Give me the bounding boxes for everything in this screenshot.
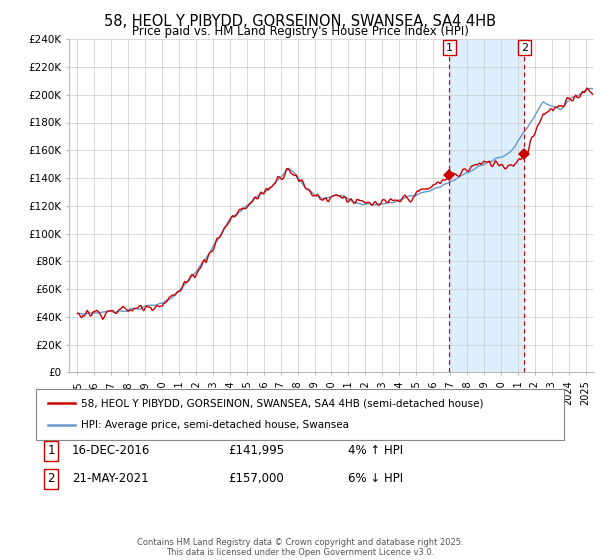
Bar: [449, 39, 524, 372]
Text: £141,995: £141,995: [228, 444, 284, 458]
Text: 58, HEOL Y PIBYDD, GORSEINON, SWANSEA, SA4 4HB (semi-detached house): 58, HEOL Y PIBYDD, GORSEINON, SWANSEA, S…: [81, 398, 484, 408]
Text: Price paid vs. HM Land Registry's House Price Index (HPI): Price paid vs. HM Land Registry's House …: [131, 25, 469, 38]
Text: 4% ↑ HPI: 4% ↑ HPI: [348, 444, 403, 458]
Text: Contains HM Land Registry data © Crown copyright and database right 2025.
This d: Contains HM Land Registry data © Crown c…: [137, 538, 463, 557]
Text: 2: 2: [47, 472, 55, 486]
Text: 6% ↓ HPI: 6% ↓ HPI: [348, 472, 403, 486]
Text: £157,000: £157,000: [228, 472, 284, 486]
Text: 58, HEOL Y PIBYDD, GORSEINON, SWANSEA, SA4 4HB: 58, HEOL Y PIBYDD, GORSEINON, SWANSEA, S…: [104, 14, 496, 29]
Text: 1: 1: [446, 43, 453, 53]
Text: 2: 2: [521, 43, 528, 53]
Text: 16-DEC-2016: 16-DEC-2016: [72, 444, 151, 458]
Text: HPI: Average price, semi-detached house, Swansea: HPI: Average price, semi-detached house,…: [81, 421, 349, 431]
Text: 1: 1: [47, 444, 55, 458]
Text: 21-MAY-2021: 21-MAY-2021: [72, 472, 149, 486]
